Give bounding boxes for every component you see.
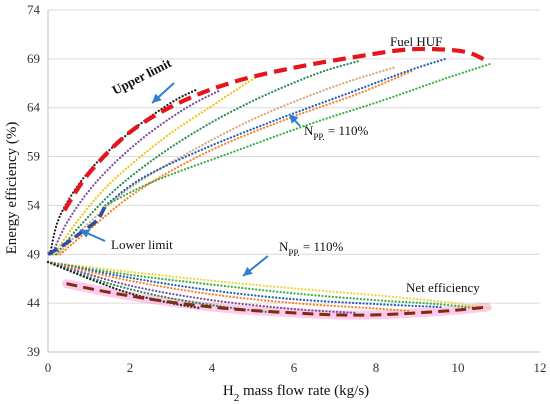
label-net-efficiency: Net efficiency bbox=[406, 280, 480, 295]
net-series-line-1 bbox=[46, 261, 484, 311]
limit-lines bbox=[47, 46, 488, 317]
x-tick-labels: 0 2 4 6 8 10 12 bbox=[45, 360, 547, 375]
y-tick-label-4: 59 bbox=[27, 149, 40, 164]
upper-limit-arrow bbox=[151, 82, 175, 104]
y-tick-label-5: 64 bbox=[27, 100, 41, 115]
net-series-line-3 bbox=[46, 261, 410, 313]
net-series-line-0 bbox=[46, 261, 492, 310]
y-axis-title: Energy efficiency (%) bbox=[4, 122, 20, 255]
y-tick-label-0: 39 bbox=[27, 344, 40, 359]
x-axis-title: H2 mass flow rate (kg/s) bbox=[223, 383, 369, 404]
npp-net-arrow bbox=[242, 255, 269, 277]
label-lower-limit: Lower limit bbox=[111, 237, 173, 252]
x-tick-label-3: 6 bbox=[291, 360, 298, 375]
label-npp-huf: NPP. = 110% bbox=[304, 123, 369, 142]
net-series-line-6 bbox=[46, 261, 201, 310]
net-series-line-4 bbox=[46, 261, 357, 314]
net-series-line-2 bbox=[46, 261, 443, 309]
lower-limit-huf-line bbox=[47, 204, 108, 256]
huf-series-line-6 bbox=[104, 57, 447, 207]
net-series-line-5 bbox=[46, 261, 279, 314]
huf-series-line-3 bbox=[55, 59, 361, 256]
y-tick-labels: 39 44 49 54 59 64 69 74 bbox=[27, 2, 41, 359]
x-tick-label-5: 10 bbox=[452, 360, 465, 375]
y-tick-label-7: 74 bbox=[27, 2, 41, 17]
label-fuel-huf: Fuel HUF bbox=[390, 34, 442, 49]
label-npp-net: NPP. = 110% bbox=[279, 239, 344, 258]
annotation-arrows bbox=[79, 82, 301, 277]
x-tick-label-0: 0 bbox=[45, 360, 52, 375]
x-tick-label-2: 4 bbox=[209, 360, 216, 375]
x-tick-label-1: 2 bbox=[127, 360, 134, 375]
huf-series-line-4 bbox=[57, 65, 398, 256]
gridlines bbox=[48, 9, 540, 353]
y-tick-label-6: 69 bbox=[27, 51, 40, 66]
huf-series-line-1 bbox=[51, 89, 222, 256]
upper-limit-line bbox=[62, 46, 488, 212]
series-lines bbox=[46, 57, 492, 314]
x-tick-label-4: 8 bbox=[373, 360, 380, 375]
axes bbox=[47, 10, 540, 353]
npp-huf-arrow bbox=[288, 113, 301, 127]
y-tick-label-3: 54 bbox=[27, 197, 41, 212]
y-tick-label-1: 44 bbox=[27, 295, 41, 310]
net-lower-limit-line bbox=[66, 282, 487, 317]
x-tick-label-6: 12 bbox=[534, 360, 547, 375]
y-tick-label-2: 49 bbox=[27, 246, 40, 261]
huf-series-line-5 bbox=[59, 69, 414, 256]
lower-limit-arrow bbox=[79, 229, 106, 242]
huf-series-line-0 bbox=[48, 89, 197, 256]
huf-series-line-7 bbox=[104, 62, 492, 207]
